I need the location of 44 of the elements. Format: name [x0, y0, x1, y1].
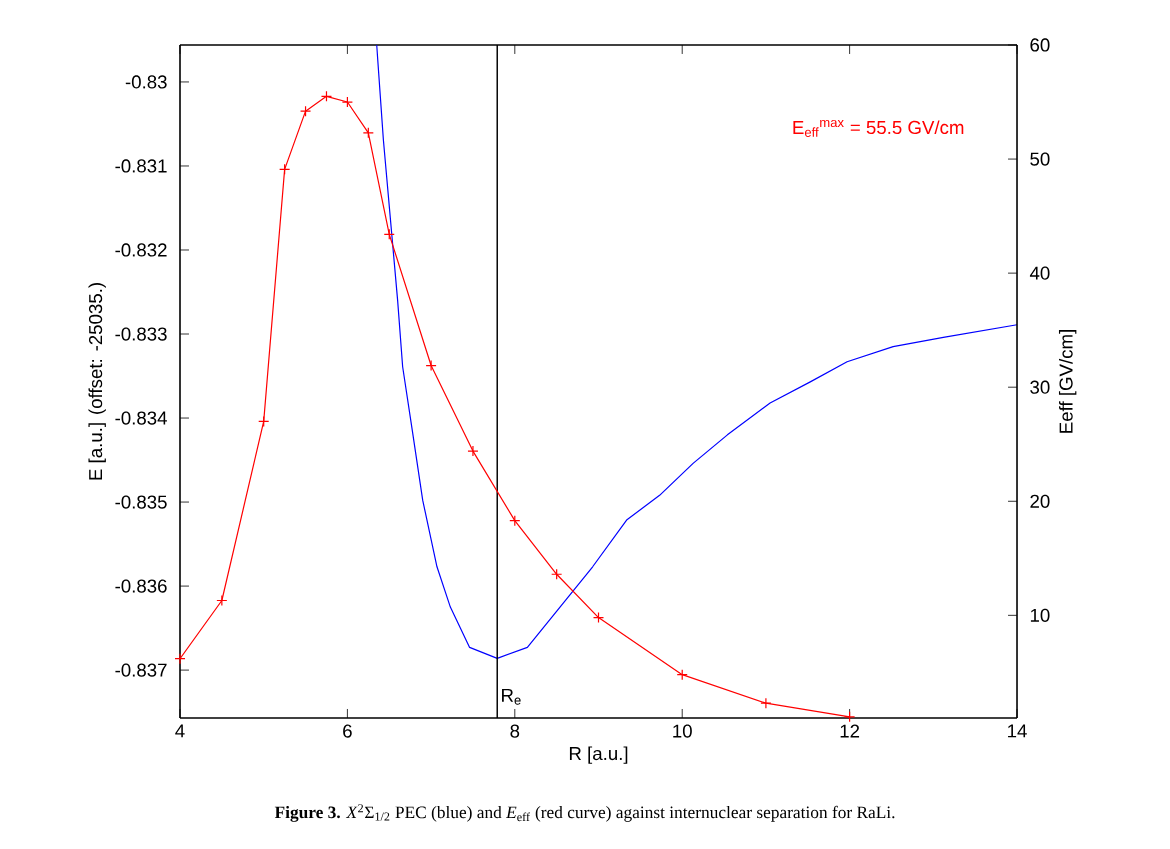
y2-tick-label: 50 — [1030, 152, 1050, 166]
y2-tick-label: 40 — [1029, 266, 1050, 280]
x-tick-label: 6 — [343, 724, 352, 738]
point — [551, 568, 563, 580]
y-tick-label: -0.833 — [115, 327, 167, 341]
x-tick-label: 10 — [673, 724, 692, 738]
y2-tick-label: 30 — [1030, 380, 1050, 394]
point — [299, 105, 312, 117]
x-tick-label: 12 — [840, 724, 860, 738]
point — [341, 96, 354, 108]
x-tick-label: 8 — [510, 724, 520, 738]
point — [320, 90, 333, 102]
x-tick-label: 14 — [1008, 724, 1027, 738]
annotation: E$_{eff}$$^{max}$ = 55.5 GV/cm — [793, 119, 964, 137]
y-tick-label: -0.832 — [115, 243, 167, 257]
point — [760, 697, 772, 709]
point — [279, 163, 291, 175]
point — [509, 515, 521, 527]
y-tick-label: -0.831 — [115, 159, 167, 173]
ref-line-label: R$_{e}$ — [502, 688, 521, 705]
line-series — [376, 44, 1018, 659]
point — [216, 594, 228, 607]
point — [258, 415, 270, 428]
y2-axis-title: Eeff [GV/cm] — [1058, 330, 1077, 433]
point — [362, 127, 374, 139]
text: Figure 3. X$^{2}$Σ$_{1/2}$ PEC (blue) and E$_{eff}$ (red curve) against internuclear separation for RaLi. — [274, 804, 895, 822]
y-tick-label: -0.834 — [115, 411, 167, 425]
y-tick-label: -0.835 — [115, 495, 167, 509]
point — [676, 669, 688, 681]
y-tick-label: -0.836 — [115, 579, 167, 593]
x-tick-label: 4 — [175, 724, 185, 738]
y-tick-label: -0.83 — [125, 75, 167, 89]
point — [467, 445, 479, 457]
point — [383, 228, 395, 240]
point — [174, 653, 186, 665]
y-axis-title: E [a.u.] (offset: -25035.) — [88, 283, 106, 480]
y2-tick-label: 20 — [1030, 494, 1050, 508]
point — [592, 612, 605, 624]
point — [844, 711, 856, 723]
x-axis-title: R [a.u.] — [569, 746, 628, 764]
y-tick-label: -0.837 — [115, 663, 167, 677]
point — [425, 359, 437, 372]
y2-tick-label: 10 — [1030, 608, 1050, 622]
y2-tick-label: 60 — [1030, 38, 1050, 52]
